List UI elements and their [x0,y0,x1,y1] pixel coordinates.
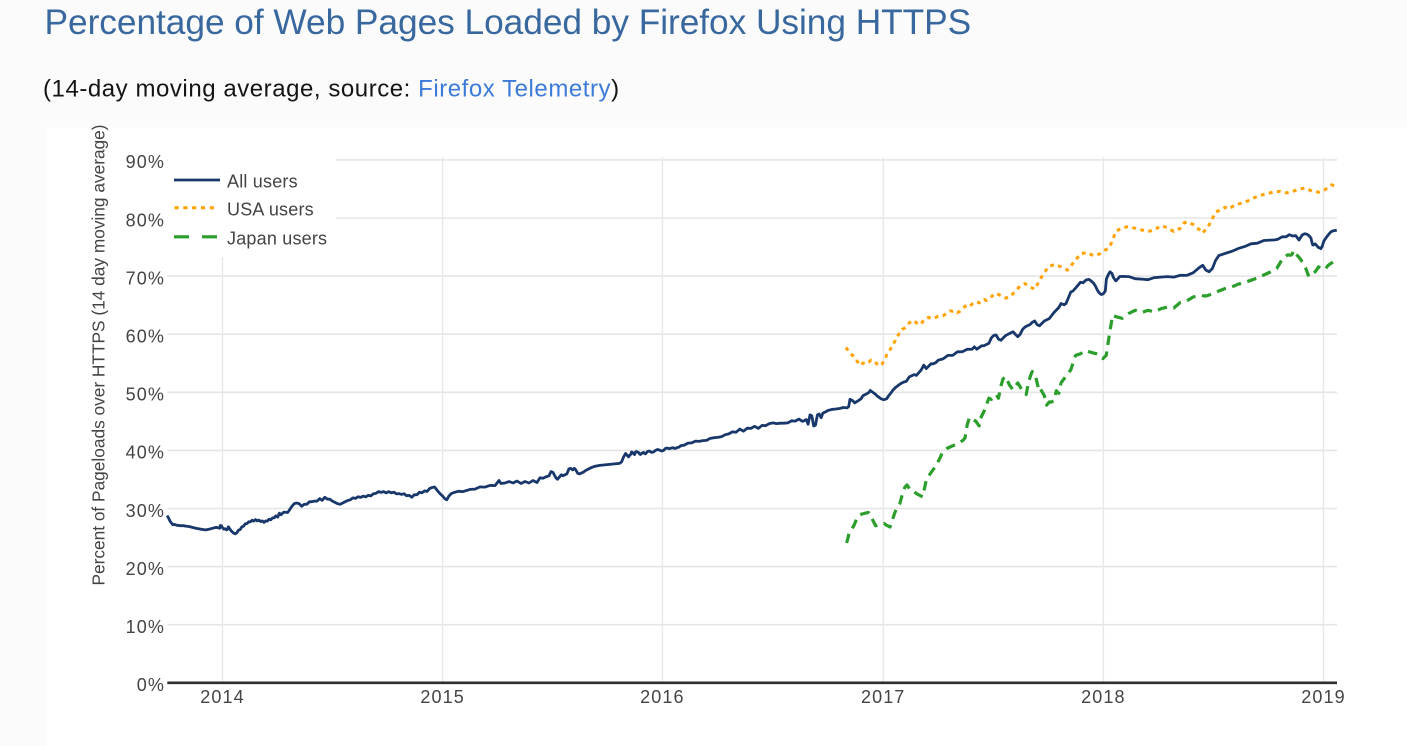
svg-text:0%: 0% [137,675,165,695]
svg-text:90%: 90% [126,152,165,172]
svg-text:2019: 2019 [1301,687,1345,707]
svg-text:40%: 40% [126,443,165,463]
svg-text:2015: 2015 [420,687,464,707]
svg-text:70%: 70% [126,268,165,288]
svg-text:10%: 10% [126,617,165,637]
svg-text:USA users: USA users [227,199,314,219]
svg-text:80%: 80% [126,210,165,230]
svg-text:2016: 2016 [640,687,684,707]
svg-text:All users: All users [227,172,298,192]
svg-text:2018: 2018 [1081,687,1125,707]
svg-text:Percentage of Web Pages Loaded: Percentage of Web Pages Loaded by Firefo… [45,3,972,42]
svg-text:60%: 60% [126,327,165,347]
svg-text:2014: 2014 [200,687,244,707]
svg-text:Japan users: Japan users [227,228,327,248]
svg-text:2017: 2017 [861,687,905,707]
svg-text:20%: 20% [126,559,165,579]
svg-text:Percent of Pageloads over HTTP: Percent of Pageloads over HTTPS (14 day … [89,124,109,585]
svg-text:30%: 30% [126,501,165,521]
svg-text:50%: 50% [126,385,165,405]
svg-text:(14-day moving average, source: (14-day moving average, source: Firefox … [43,75,620,102]
